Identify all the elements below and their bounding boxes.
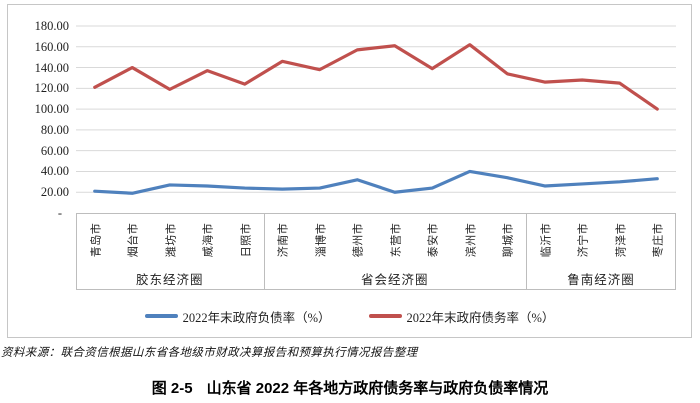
category-label-cell: 威海市 — [189, 213, 227, 266]
axis-group-separator — [675, 213, 676, 290]
category-label-cell: 菏泽市 — [601, 213, 639, 266]
category-label: 泰安市 — [427, 222, 440, 257]
y-tick-label: 80.00 — [40, 122, 69, 137]
group-label-2: 鲁南经济圈 — [567, 272, 635, 287]
category-label: 青岛市 — [89, 222, 102, 257]
category-label: 日照市 — [239, 222, 252, 257]
category-label: 德州市 — [352, 222, 365, 257]
chart-legend: 2022年末政府负债率（%） 2022年末政府债务率（%） — [8, 305, 691, 327]
y-tick-label: 140.00 — [34, 60, 69, 75]
category-axis-table — [76, 213, 676, 290]
category-label-cell: 泰安市 — [414, 213, 452, 266]
category-label: 潍坊市 — [164, 222, 177, 257]
category-label: 临沂市 — [539, 222, 552, 257]
category-label: 菏泽市 — [614, 222, 627, 257]
group-label-1: 省会经济圈 — [360, 272, 429, 287]
figure-title: 山东省 2022 年各地方政府债务率与政府负债率情况 — [206, 380, 549, 397]
y-tick-label: 180.00 — [34, 19, 69, 33]
y-tick-label: - — [57, 206, 62, 220]
category-label: 东营市 — [389, 222, 402, 257]
category-label-cell: 济宁市 — [564, 213, 602, 266]
category-label-cell: 聊城市 — [489, 213, 527, 266]
category-label-cell: 德州市 — [339, 213, 377, 266]
category-label: 枣庄市 — [652, 222, 665, 257]
category-label: 滨州市 — [464, 222, 477, 257]
y-tick-label: 120.00 — [34, 81, 69, 96]
axis-group-separator — [526, 213, 527, 290]
category-label: 济南市 — [277, 222, 290, 257]
figure-number: 图 2-5 — [151, 380, 193, 397]
category-label-cell: 临沂市 — [526, 213, 564, 266]
legend-label-debt-ratio: 2022年末政府债务率（%） — [406, 310, 555, 325]
axis-group-separator — [263, 213, 265, 290]
figure-caption: 图 2-5 山东省 2022 年各地方政府债务率与政府负债率情况 — [0, 377, 700, 398]
chart-frame: 180.00 160.00 140.00 120.00 100.00 80.00 60.00… — [7, 4, 692, 338]
category-label: 威海市 — [202, 222, 215, 257]
series-line-1 — [93, 43, 659, 111]
legend-item-debt-ratio: 2022年末政府债务率（%） — [368, 307, 555, 326]
category-label-cell: 枣庄市 — [639, 213, 677, 266]
legend-label-liability-ratio: 2022年末政府负债率（%） — [182, 310, 331, 325]
line-chart — [76, 25, 676, 195]
y-tick-label: 40.00 — [40, 164, 69, 179]
y-tick-label: 20.00 — [40, 185, 69, 200]
category-label: 聊城市 — [502, 222, 515, 257]
category-label-cell: 烟台市 — [114, 213, 152, 266]
category-label: 烟台市 — [127, 222, 140, 257]
y-tick-label: 160.00 — [34, 39, 69, 54]
axis-group-separator — [76, 213, 77, 290]
source-note: 资料来源：联合资信根据山东省各地级市财政决算报告和预算执行情况报告整理 — [1, 347, 418, 359]
category-label-cell: 青岛市 — [76, 213, 114, 266]
legend-line-swatch-blue — [144, 314, 178, 318]
series-line-0 — [93, 169, 659, 195]
category-label-cell: 淄博市 — [301, 213, 339, 266]
category-label-cell: 潍坊市 — [151, 213, 189, 266]
legend-line-swatch-red — [368, 314, 402, 318]
legend-item-liability-ratio: 2022年末政府负债率（%） — [144, 307, 331, 326]
category-label-cell: 日照市 — [226, 213, 264, 266]
category-label: 淄博市 — [314, 222, 327, 257]
y-tick-label: 100.00 — [34, 102, 69, 117]
category-label: 济宁市 — [577, 222, 590, 257]
category-label-cell: 东营市 — [376, 213, 414, 266]
category-label-cell: 济南市 — [264, 213, 302, 266]
y-tick-label: 60.00 — [40, 143, 69, 158]
category-label-cell: 滨州市 — [451, 213, 489, 266]
group-label-0: 胶东经济圈 — [135, 272, 204, 287]
